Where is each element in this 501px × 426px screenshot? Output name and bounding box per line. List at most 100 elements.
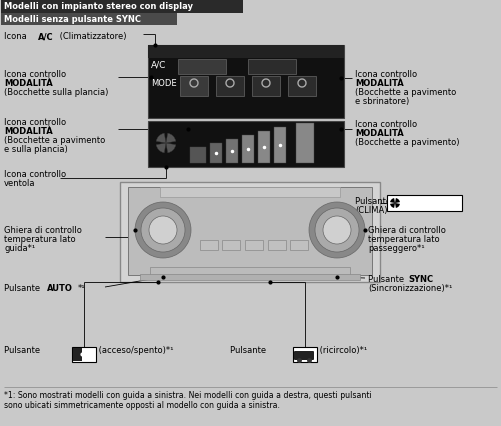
Bar [160, 187, 340, 198]
Text: MODALITÀ: MODALITÀ [355, 129, 404, 138]
Text: 23: 23 [151, 48, 162, 57]
Bar [248, 60, 296, 75]
Text: Pulsante: Pulsante [4, 345, 43, 354]
Text: MODALITÀ: MODALITÀ [4, 79, 53, 88]
Circle shape [309, 202, 365, 259]
Bar [178, 60, 226, 75]
Bar [274, 128, 286, 164]
Text: ON: ON [195, 62, 209, 71]
Bar [296, 124, 314, 164]
Text: Modelli senza pulsante SYNC: Modelli senza pulsante SYNC [4, 15, 141, 24]
Text: Pulsante: Pulsante [4, 283, 43, 292]
Wedge shape [166, 144, 176, 153]
Text: (Bocchette a pavimento): (Bocchette a pavimento) [355, 138, 459, 147]
Text: NCLIMATE: NCLIMATE [232, 190, 268, 196]
Text: OFF: OFF [262, 62, 279, 71]
Text: temperatura lato: temperatura lato [368, 234, 439, 243]
Text: Icona controllo: Icona controllo [4, 70, 66, 79]
Bar [252, 77, 280, 97]
Bar [1, 1, 243, 14]
Text: ON/: ON/ [74, 349, 83, 354]
Text: (Bocchette sulla plancia): (Bocchette sulla plancia) [4, 88, 108, 97]
Bar [290, 240, 308, 250]
Bar [148, 46, 344, 119]
Text: MODALITÀ: MODALITÀ [4, 127, 53, 136]
Bar [226, 140, 238, 164]
Bar [148, 122, 344, 167]
Bar [140, 274, 360, 280]
Bar [120, 183, 380, 282]
Bar [216, 77, 244, 97]
Text: e sulla plancia): e sulla plancia) [4, 145, 68, 154]
Text: Pulsante: Pulsante [368, 274, 407, 283]
Bar [200, 240, 218, 250]
Text: (acceso/spento)*¹: (acceso/spento)*¹ [96, 345, 173, 354]
Bar [268, 240, 286, 250]
Bar [222, 240, 240, 250]
Wedge shape [166, 134, 176, 144]
Wedge shape [390, 204, 395, 208]
Text: (Sincronizzazione)*¹: (Sincronizzazione)*¹ [368, 283, 452, 292]
Text: CLIMATE: CLIMATE [402, 198, 452, 207]
FancyBboxPatch shape [294, 351, 314, 360]
Text: SYNC: SYNC [408, 274, 433, 283]
Text: A/C: A/C [151, 61, 166, 70]
Wedge shape [395, 199, 400, 204]
Circle shape [135, 202, 191, 259]
Wedge shape [390, 199, 395, 204]
Text: AUTO: AUTO [47, 283, 73, 292]
Text: Lo: Lo [192, 150, 201, 158]
Text: Icona controllo: Icona controllo [355, 70, 420, 79]
Bar [72, 347, 96, 362]
Wedge shape [395, 204, 400, 208]
Text: OFF: OFF [74, 354, 83, 359]
Text: Icona controllo: Icona controllo [4, 170, 66, 178]
Text: (Bocchette a pavimento: (Bocchette a pavimento [4, 136, 105, 145]
Text: temperatura lato: temperatura lato [4, 234, 76, 243]
Text: e sbrinatore): e sbrinatore) [355, 97, 409, 106]
Circle shape [149, 216, 177, 245]
Wedge shape [156, 144, 166, 153]
Text: SYNC: SYNC [329, 228, 345, 233]
Text: Ghiera di controllo: Ghiera di controllo [4, 225, 82, 234]
Bar [148, 46, 344, 59]
Text: Pulsante: Pulsante [230, 345, 269, 354]
Text: (Bocchette a pavimento: (Bocchette a pavimento [355, 88, 456, 97]
Wedge shape [156, 134, 166, 144]
Text: 12:34: 12:34 [263, 47, 295, 57]
Text: MODALITÀ: MODALITÀ [355, 79, 404, 88]
Bar [258, 132, 270, 164]
Text: CLIMA: CLIMA [164, 48, 192, 57]
Text: ventola: ventola [4, 178, 36, 187]
Text: (Climatizzatore): (Climatizzatore) [57, 32, 126, 41]
Bar [1, 14, 177, 26]
Bar [180, 77, 208, 97]
Bar [242, 136, 254, 164]
Text: Modelli con impianto stereo con display: Modelli con impianto stereo con display [4, 2, 193, 11]
Bar [190, 148, 206, 164]
Text: A/C: A/C [38, 32, 54, 41]
Text: Hi: Hi [298, 126, 306, 135]
Circle shape [141, 208, 185, 253]
Text: AUTO: AUTO [154, 228, 172, 233]
Text: (ricircolo)*¹: (ricircolo)*¹ [317, 345, 367, 354]
Text: (CLIMA): (CLIMA) [355, 205, 387, 215]
Text: *1: Sono mostrati modelli con guida a sinistra. Nei modelli con guida a destra, : *1: Sono mostrati modelli con guida a si… [4, 390, 372, 409]
Text: Ghiera di controllo: Ghiera di controllo [368, 225, 446, 234]
Bar [293, 347, 317, 362]
Text: Icona controllo: Icona controllo [4, 118, 69, 127]
Text: *¹: *¹ [78, 283, 86, 292]
Text: guida*¹: guida*¹ [4, 243, 35, 253]
Bar [73, 348, 82, 361]
Bar [210, 144, 222, 164]
Text: 23: 23 [310, 48, 321, 57]
Text: Pulsante: Pulsante [355, 196, 394, 205]
Bar [245, 240, 263, 250]
Circle shape [315, 208, 359, 253]
Bar [128, 187, 372, 275]
Text: MODE: MODE [151, 79, 177, 88]
Text: passeggero*¹: passeggero*¹ [368, 243, 425, 253]
Text: Icona controllo: Icona controllo [355, 120, 417, 129]
Bar [288, 77, 316, 97]
Bar [150, 268, 350, 275]
